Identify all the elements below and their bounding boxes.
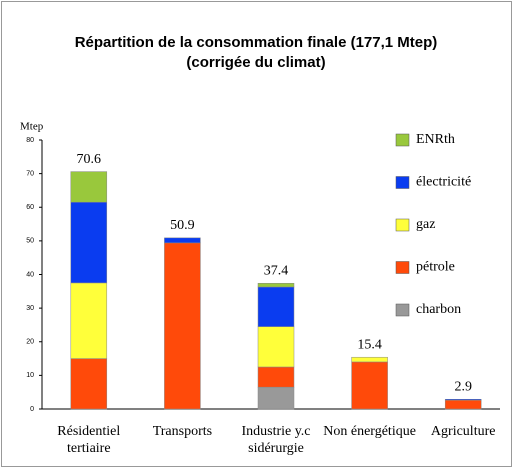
y-axis-label: Mtep bbox=[20, 121, 44, 133]
bar-segment bbox=[257, 326, 295, 368]
total-label: 15.4 bbox=[357, 337, 382, 352]
bar-segment bbox=[164, 237, 201, 244]
x-tick-label: Industrie y.c sidérurgie bbox=[241, 424, 311, 456]
total-label: 70.6 bbox=[77, 152, 102, 167]
y-tick-label: 20 bbox=[26, 339, 34, 346]
legend-swatch bbox=[395, 176, 410, 189]
total-label: 2.9 bbox=[454, 379, 472, 394]
bar-segment bbox=[257, 386, 295, 410]
y-tick-label: 0 bbox=[30, 406, 34, 413]
y-tick-label: 40 bbox=[26, 271, 34, 278]
bar-segment bbox=[70, 201, 108, 284]
bar-segment bbox=[444, 400, 482, 410]
x-tick-label: Transports bbox=[152, 424, 213, 439]
legend-label: pétrole bbox=[416, 260, 455, 275]
y-tick-label: 30 bbox=[26, 305, 34, 312]
x-tick-label: Non énergétique bbox=[323, 424, 416, 439]
bar-segment bbox=[70, 171, 108, 203]
legend-swatch bbox=[395, 303, 410, 317]
bar-segment bbox=[70, 358, 108, 410]
legend-swatch bbox=[395, 133, 410, 147]
y-tick-label: 60 bbox=[26, 204, 34, 211]
total-label: 50.9 bbox=[170, 218, 195, 233]
bar-segment bbox=[257, 366, 295, 388]
bar-segment bbox=[257, 286, 295, 327]
legend-swatch bbox=[395, 218, 410, 232]
bar-segment bbox=[164, 242, 201, 410]
x-tick-label: Résidentiel tertiaire bbox=[57, 424, 121, 456]
bar-segment bbox=[351, 361, 388, 410]
bar-segment bbox=[70, 282, 108, 359]
y-tick-label: 10 bbox=[26, 372, 34, 379]
x-tick-label: Agriculture bbox=[430, 424, 496, 439]
legend-label: gaz bbox=[416, 217, 435, 232]
legend-swatch bbox=[395, 261, 410, 274]
y-tick-label: 80 bbox=[26, 137, 34, 144]
legend-label: charbon bbox=[416, 302, 461, 317]
bar-segment bbox=[444, 398, 482, 401]
legend-label: électricité bbox=[416, 175, 471, 190]
bar-segment bbox=[351, 356, 388, 363]
y-tick-label: 50 bbox=[26, 238, 34, 245]
total-label: 37.4 bbox=[264, 263, 289, 278]
chart-title: Répartition de la consommation finale (1… bbox=[75, 34, 438, 51]
y-tick-label: 70 bbox=[26, 170, 34, 177]
legend-label: ENRth bbox=[416, 132, 455, 147]
chart-subtitle: (corrigée du climat) bbox=[186, 54, 325, 71]
bar-segment bbox=[257, 282, 295, 288]
